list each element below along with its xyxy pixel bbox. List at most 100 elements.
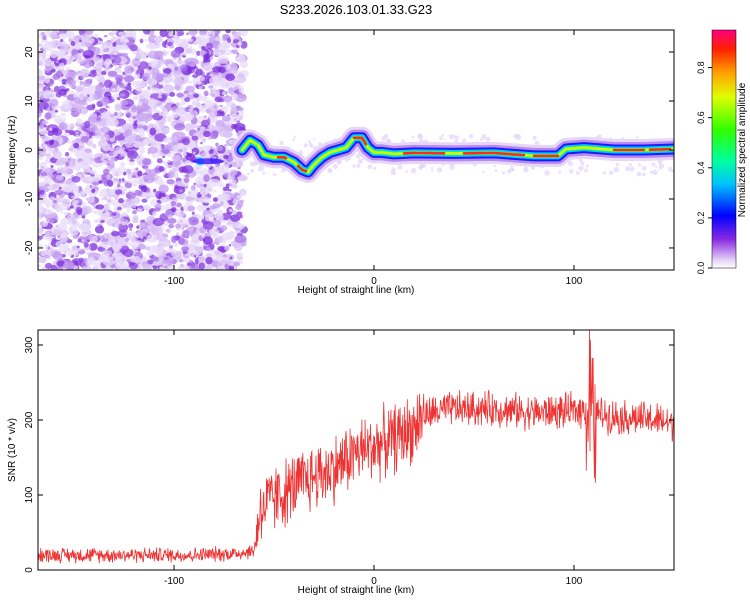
- noise-blob: [42, 35, 47, 41]
- noise-blob: [126, 112, 132, 119]
- colorbar-tick-label: 0.6: [696, 111, 706, 124]
- noise-blob: [128, 142, 135, 148]
- noise-blob: [235, 204, 242, 211]
- noise-blob: [116, 206, 122, 211]
- noise-blob: [142, 181, 147, 186]
- noise-blob: [148, 60, 158, 69]
- noise-blob: [132, 115, 136, 120]
- noise-blob: [298, 149, 303, 154]
- noise-blob: [249, 161, 255, 167]
- noise-blob: [105, 119, 117, 127]
- noise-blob: [142, 158, 152, 166]
- noise-blob: [203, 100, 214, 108]
- noise-blob: [71, 245, 78, 251]
- noise-blob: [152, 210, 157, 217]
- noise-blob: [43, 124, 47, 128]
- noise-blob: [100, 133, 110, 142]
- noise-blob: [79, 80, 84, 86]
- noise-blob: [113, 111, 118, 117]
- noise-blob: [170, 49, 181, 58]
- noise-blob: [123, 75, 135, 83]
- noise-blob: [262, 171, 266, 175]
- y-tick-label: 0: [24, 567, 35, 573]
- noise-blob: [373, 166, 377, 171]
- noise-blob: [182, 165, 194, 174]
- noise-blob: [628, 163, 632, 167]
- noise-blob: [128, 242, 132, 247]
- noise-blob: [211, 259, 221, 267]
- noise-blob: [60, 38, 64, 43]
- noise-blob: [636, 136, 639, 139]
- noise-blob: [67, 159, 76, 168]
- noise-blob: [141, 198, 148, 203]
- noise-blob: [119, 37, 129, 43]
- noise-blob: [308, 140, 311, 144]
- noise-blob: [107, 179, 114, 187]
- noise-blob: [49, 127, 53, 131]
- noise-blob: [117, 69, 123, 74]
- noise-blob: [203, 90, 209, 97]
- noise-blob: [142, 139, 148, 145]
- spectrogram-ridge: [192, 126, 674, 183]
- noise-blob: [228, 196, 232, 200]
- noise-blob: [229, 256, 233, 260]
- noise-blob: [57, 51, 68, 60]
- noise-blob: [82, 239, 85, 243]
- noise-blob: [68, 147, 74, 152]
- noise-blob: [88, 191, 97, 198]
- noise-blob: [229, 174, 236, 180]
- noise-blob: [42, 43, 54, 52]
- noise-blob: [74, 96, 81, 104]
- noise-blob: [90, 170, 98, 175]
- noise-blob: [237, 174, 248, 182]
- noise-blob: [229, 91, 235, 96]
- noise-blob: [111, 87, 117, 92]
- noise-blob: [146, 251, 153, 257]
- noise-blob: [95, 109, 100, 113]
- noise-blob: [106, 47, 110, 51]
- noise-blob: [198, 30, 208, 36]
- noise-blob: [197, 197, 203, 203]
- noise-blob: [100, 96, 110, 106]
- noise-blob: [40, 250, 47, 257]
- ridge-peak: [296, 164, 308, 173]
- noise-blob: [97, 224, 101, 228]
- noise-blob: [148, 99, 158, 107]
- noise-blob: [410, 168, 417, 174]
- noise-blob: [69, 205, 74, 209]
- noise-blob: [94, 173, 102, 183]
- noise-blob: [89, 184, 93, 189]
- noise-blob: [397, 164, 403, 170]
- noise-blob: [179, 189, 183, 193]
- noise-blob: [157, 95, 163, 99]
- noise-blob: [222, 201, 230, 209]
- noise-blob: [184, 193, 198, 203]
- noise-blob: [154, 207, 161, 212]
- noise-blob: [229, 113, 240, 123]
- noise-blob: [158, 166, 165, 172]
- noise-blob: [64, 104, 72, 112]
- ridge-peak: [648, 147, 672, 152]
- noise-blob: [149, 195, 155, 198]
- noise-blob: [209, 178, 220, 187]
- noise-blob: [191, 211, 195, 215]
- noise-blob: [176, 58, 183, 64]
- noise-blob: [142, 204, 151, 211]
- noise-blob: [239, 214, 243, 219]
- noise-blob: [658, 163, 665, 169]
- noise-blob: [200, 168, 209, 176]
- noise-blob: [88, 74, 91, 77]
- noise-blob: [127, 43, 132, 48]
- noise-blob: [309, 144, 314, 148]
- noise-blob: [38, 186, 45, 191]
- noise-blob: [223, 215, 227, 219]
- noise-blob: [383, 133, 389, 139]
- noise-blob: [439, 136, 443, 141]
- noise-blob: [578, 165, 584, 171]
- noise-blob: [45, 153, 52, 158]
- noise-blob: [65, 161, 70, 167]
- noise-blob: [172, 242, 179, 247]
- noise-blob: [44, 67, 51, 73]
- noise-blob: [151, 72, 165, 81]
- noise-blob: [436, 167, 443, 173]
